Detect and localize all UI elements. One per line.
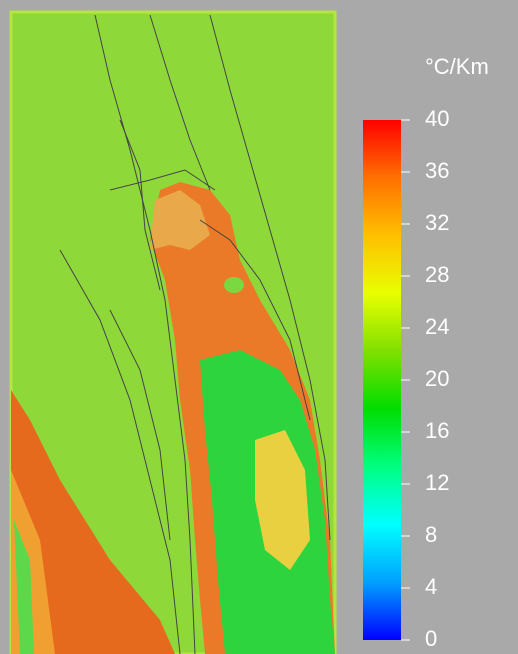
tick-label: 4	[425, 574, 437, 599]
tick-label: 40	[425, 106, 449, 131]
colorbar-title: °C/Km	[425, 54, 489, 79]
tick-label: 32	[425, 210, 449, 235]
tick-label: 36	[425, 158, 449, 183]
map	[11, 12, 335, 654]
tick-label: 24	[425, 314, 449, 339]
tick-label: 28	[425, 262, 449, 287]
map-view: °C/Km 0 4 8 12 16 20 24 28 32 36 40	[0, 0, 518, 654]
tick-label: 16	[425, 418, 449, 443]
tick-label: 20	[425, 366, 449, 391]
tick-label: 12	[425, 470, 449, 495]
tick-label: 0	[425, 626, 437, 651]
colorbar	[363, 120, 401, 640]
green-spot	[224, 277, 244, 293]
page: °C/Km 0481216202428323640 (() => { const…	[0, 0, 518, 654]
tick-label: 8	[425, 522, 437, 547]
